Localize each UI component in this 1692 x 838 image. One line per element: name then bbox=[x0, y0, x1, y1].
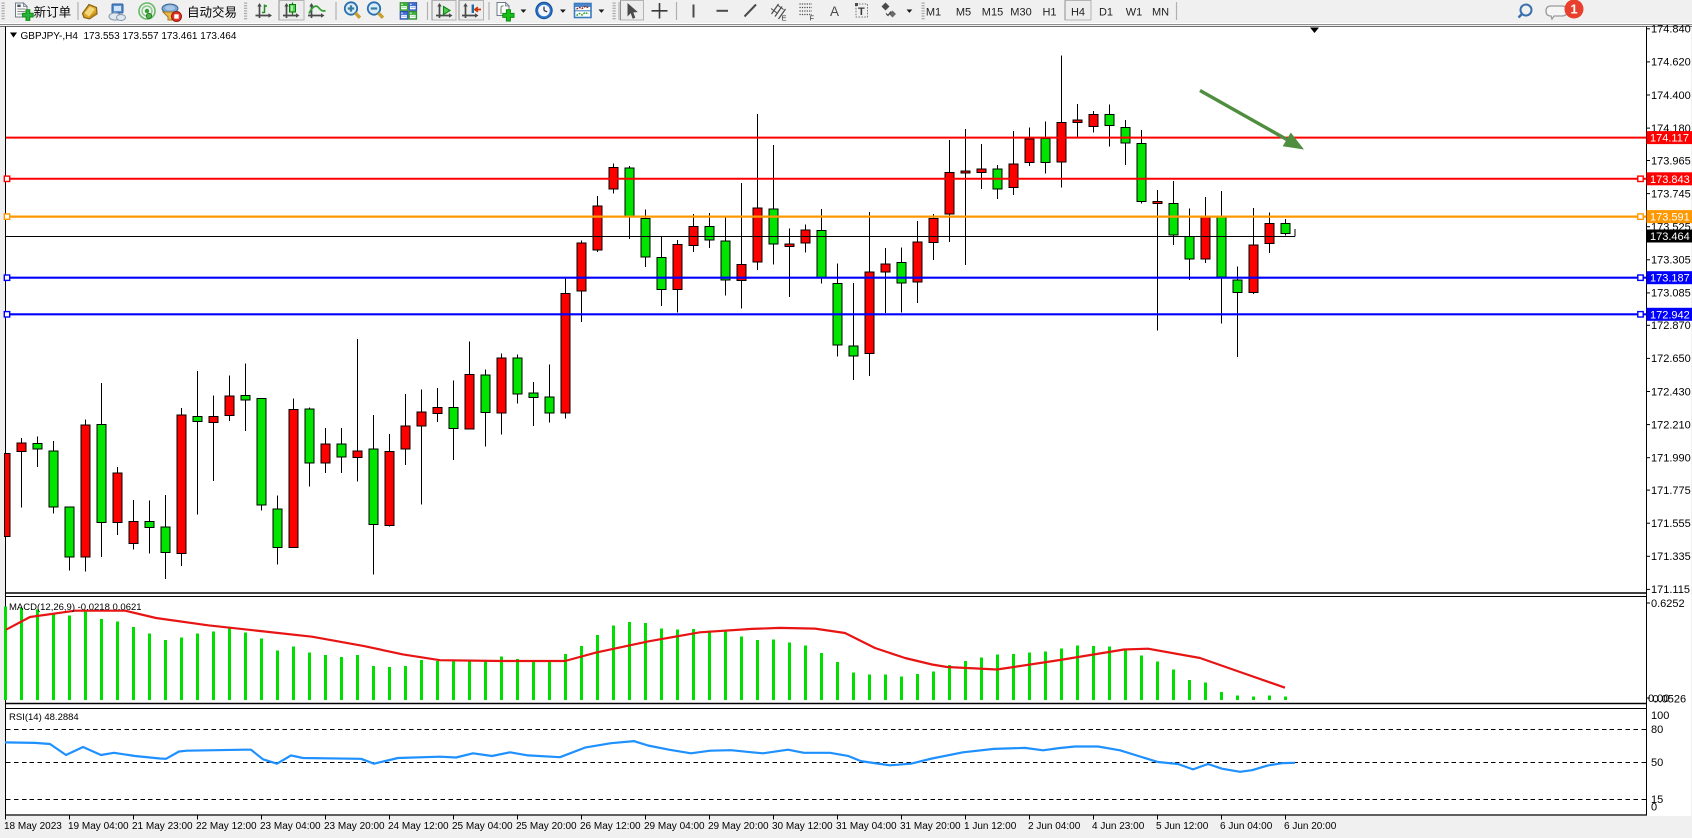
svg-text:0.00: 0.00 bbox=[1648, 693, 1669, 705]
svg-text:A: A bbox=[830, 4, 839, 19]
svg-text:50: 50 bbox=[1651, 757, 1663, 769]
svg-text:T: T bbox=[858, 6, 865, 18]
svg-text:6 Jun 04:00: 6 Jun 04:00 bbox=[1220, 821, 1273, 832]
svg-text:30 May 12:00: 30 May 12:00 bbox=[772, 821, 833, 832]
svg-text:173.745: 173.745 bbox=[1651, 188, 1691, 200]
svg-text:15: 15 bbox=[1651, 794, 1663, 806]
svg-text:M30: M30 bbox=[1010, 6, 1031, 18]
svg-text:173.464: 173.464 bbox=[1650, 231, 1690, 243]
svg-text:D1: D1 bbox=[1099, 6, 1113, 18]
svg-text:5 Jun 12:00: 5 Jun 12:00 bbox=[1156, 821, 1209, 832]
svg-text:W1: W1 bbox=[1126, 6, 1143, 18]
svg-text:29 May 04:00: 29 May 04:00 bbox=[644, 821, 705, 832]
svg-text:171.775: 171.775 bbox=[1651, 485, 1691, 497]
svg-text:172.430: 172.430 bbox=[1651, 386, 1691, 398]
svg-text:174.840: 174.840 bbox=[1651, 24, 1691, 36]
svg-text:M15: M15 bbox=[982, 6, 1003, 18]
svg-text:171.115: 171.115 bbox=[1651, 584, 1690, 596]
svg-text:E: E bbox=[782, 14, 787, 23]
svg-text:26 May 12:00: 26 May 12:00 bbox=[580, 821, 641, 832]
svg-text:173.965: 173.965 bbox=[1651, 155, 1691, 167]
svg-text:0.6252: 0.6252 bbox=[1651, 598, 1685, 610]
svg-text:171.990: 171.990 bbox=[1651, 453, 1691, 465]
svg-text:18 May 2023: 18 May 2023 bbox=[4, 821, 62, 832]
svg-text:174.400: 174.400 bbox=[1651, 90, 1691, 102]
svg-text:RSI(14) 48.2884: RSI(14) 48.2884 bbox=[9, 712, 79, 723]
svg-text:173.591: 173.591 bbox=[1650, 212, 1690, 224]
svg-text:174.620: 174.620 bbox=[1651, 57, 1691, 69]
svg-text:21 May 23:00: 21 May 23:00 bbox=[132, 821, 193, 832]
svg-text:173.843: 173.843 bbox=[1650, 174, 1690, 186]
svg-text:172.942: 172.942 bbox=[1650, 309, 1690, 321]
svg-text:100: 100 bbox=[1651, 710, 1669, 722]
svg-text:MN: MN bbox=[1152, 6, 1169, 18]
svg-text:173.305: 173.305 bbox=[1651, 255, 1691, 267]
svg-text:M5: M5 bbox=[956, 6, 971, 18]
svg-text:0: 0 bbox=[1651, 801, 1657, 813]
svg-text:172.650: 172.650 bbox=[1651, 353, 1691, 365]
svg-text:171.555: 171.555 bbox=[1651, 518, 1691, 530]
svg-text:172.870: 172.870 bbox=[1651, 320, 1691, 332]
svg-text:H4: H4 bbox=[1071, 6, 1085, 18]
svg-text:22 May 12:00: 22 May 12:00 bbox=[196, 821, 257, 832]
svg-text:4 Jun 23:00: 4 Jun 23:00 bbox=[1092, 821, 1145, 832]
svg-text:31 May 04:00: 31 May 04:00 bbox=[836, 821, 897, 832]
svg-text:171.335: 171.335 bbox=[1651, 551, 1691, 563]
svg-text:MACD(12,26,9) -0.0218 0.0621: MACD(12,26,9) -0.0218 0.0621 bbox=[9, 602, 142, 613]
svg-text:80: 80 bbox=[1651, 724, 1663, 736]
svg-text:25 May 20:00: 25 May 20:00 bbox=[516, 821, 577, 832]
svg-text:23 May 20:00: 23 May 20:00 bbox=[324, 821, 385, 832]
svg-text:24 May 12:00: 24 May 12:00 bbox=[388, 821, 449, 832]
svg-text:23 May 04:00: 23 May 04:00 bbox=[260, 821, 321, 832]
svg-text:1 Jun 12:00: 1 Jun 12:00 bbox=[964, 821, 1017, 832]
svg-text:自动交易: 自动交易 bbox=[187, 5, 237, 20]
svg-text:19 May 04:00: 19 May 04:00 bbox=[68, 821, 129, 832]
svg-text:新订单: 新订单 bbox=[34, 5, 72, 20]
svg-text:H1: H1 bbox=[1042, 6, 1056, 18]
svg-text:173.085: 173.085 bbox=[1651, 288, 1691, 300]
svg-text:GBPJPY-,H4 173.553 173.557 17: GBPJPY-,H4 173.553 173.557 173.461 173.4… bbox=[21, 31, 237, 42]
svg-text:0.0526: 0.0526 bbox=[1653, 694, 1687, 706]
svg-text:2 Jun 04:00: 2 Jun 04:00 bbox=[1028, 821, 1081, 832]
svg-text:31 May 20:00: 31 May 20:00 bbox=[900, 821, 961, 832]
svg-text:M1: M1 bbox=[926, 6, 941, 18]
svg-text:25 May 04:00: 25 May 04:00 bbox=[452, 821, 513, 832]
svg-text:6 Jun 20:00: 6 Jun 20:00 bbox=[1284, 821, 1337, 832]
svg-text:1: 1 bbox=[1570, 2, 1577, 17]
svg-text:29 May 20:00: 29 May 20:00 bbox=[708, 821, 769, 832]
svg-text:174.117: 174.117 bbox=[1650, 133, 1689, 145]
svg-text:F: F bbox=[810, 14, 815, 23]
svg-text:173.187: 173.187 bbox=[1650, 273, 1690, 285]
svg-text:172.210: 172.210 bbox=[1651, 419, 1691, 431]
